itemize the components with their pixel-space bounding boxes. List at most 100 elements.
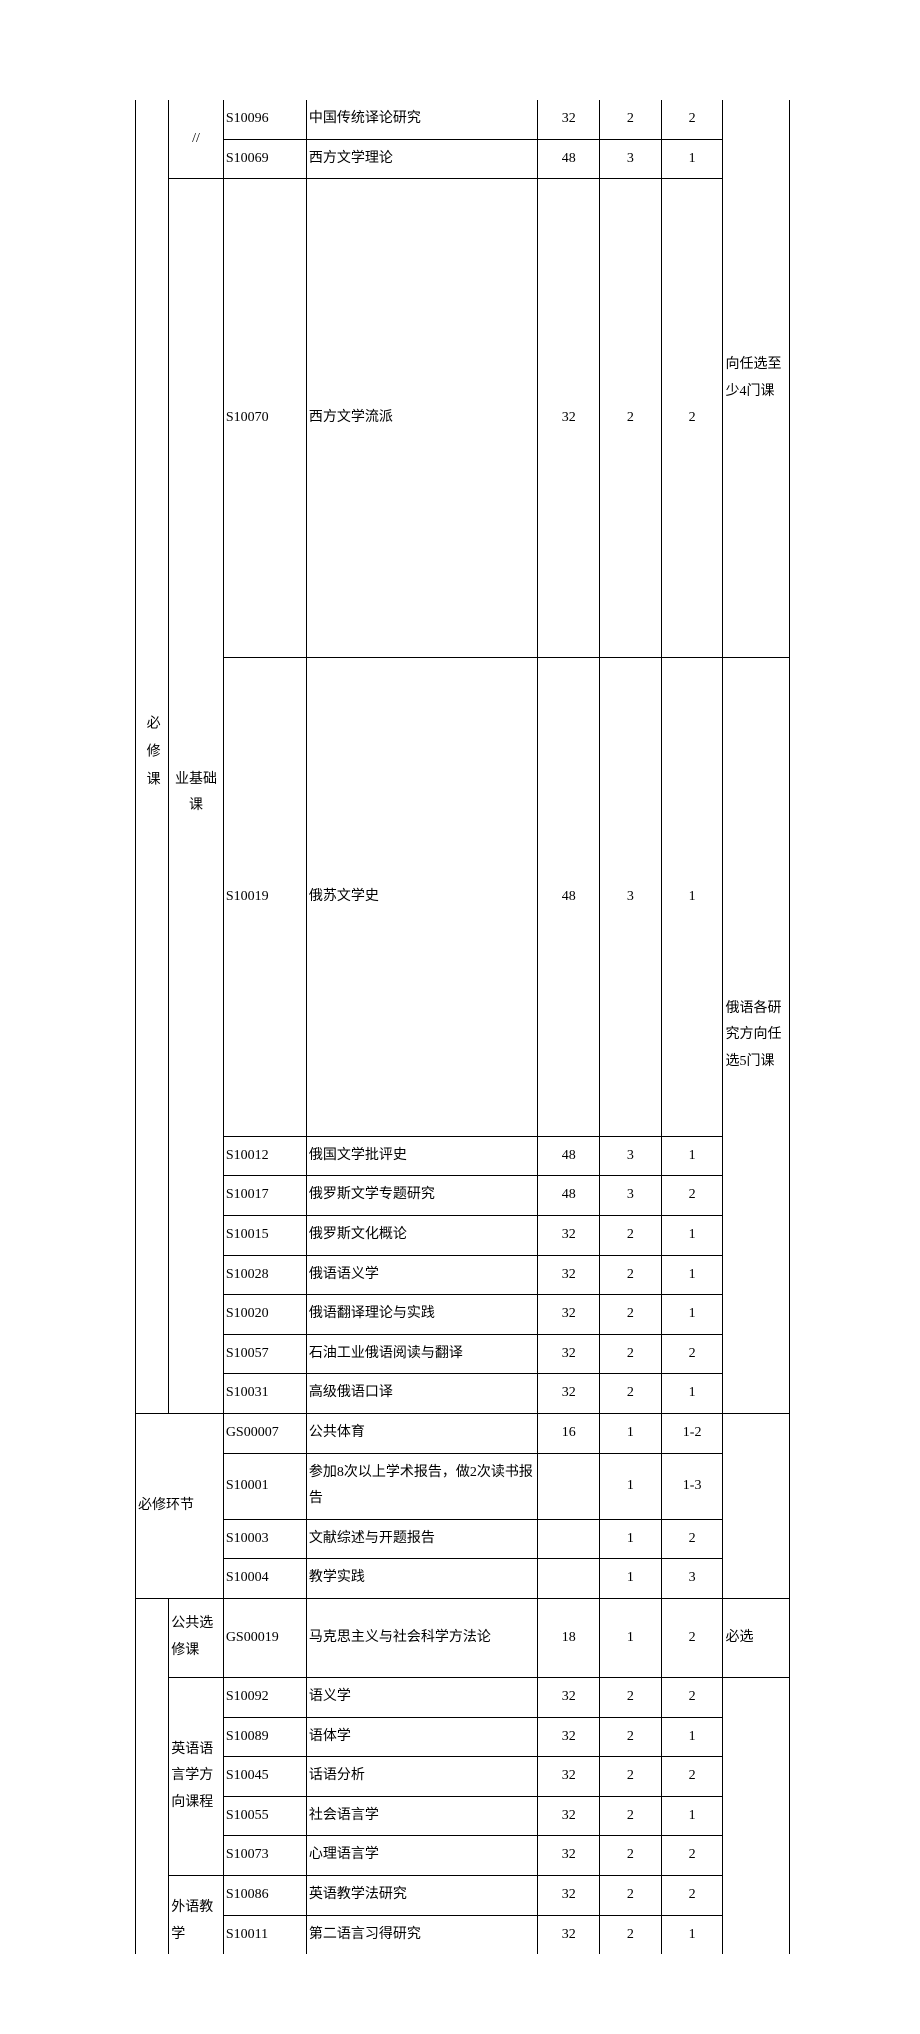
- course-name: 语体学: [306, 1717, 537, 1757]
- group-label: 必修课: [138, 106, 165, 1407]
- course-credits: 1: [600, 1559, 662, 1599]
- course-hours: [538, 1559, 600, 1599]
- course-credits: 2: [600, 1374, 662, 1414]
- course-code: GS00019: [223, 1598, 306, 1677]
- course-code: S10045: [223, 1757, 306, 1797]
- course-credits: 2: [600, 1717, 662, 1757]
- course-credits: 2: [600, 1334, 662, 1374]
- course-name: 教学实践: [306, 1559, 537, 1599]
- course-hours: 18: [538, 1598, 600, 1677]
- course-code: S10057: [223, 1334, 306, 1374]
- course-hours: 32: [538, 1334, 600, 1374]
- course-name: 参加8次以上学术报告，做2次读书报告: [306, 1453, 537, 1519]
- course-code: S10073: [223, 1836, 306, 1876]
- course-term: 1: [661, 1255, 723, 1295]
- course-credits: 2: [600, 1796, 662, 1836]
- course-name: 中国传统译论研究: [306, 100, 537, 139]
- course-code: S10031: [223, 1374, 306, 1414]
- course-hours: 32: [538, 1216, 600, 1256]
- note-must-select: 必选: [723, 1598, 790, 1677]
- course-term: 2: [661, 1875, 723, 1915]
- subgroup-public-elective: 公共选修课: [169, 1598, 224, 1677]
- course-term: 1: [661, 139, 723, 179]
- course-code: S10012: [223, 1136, 306, 1176]
- course-hours: [538, 1453, 600, 1519]
- course-hours: 32: [538, 100, 600, 139]
- note-blank: [723, 1677, 790, 1954]
- course-name: 话语分析: [306, 1757, 537, 1797]
- course-credits: 2: [600, 1255, 662, 1295]
- course-term: 2: [661, 1836, 723, 1876]
- course-name: 俄罗斯文化概论: [306, 1216, 537, 1256]
- course-name: 高级俄语口译: [306, 1374, 537, 1414]
- subgroup-basic: 业基础课: [169, 179, 224, 1414]
- course-term: 2: [661, 1757, 723, 1797]
- course-hours: 32: [538, 1796, 600, 1836]
- course-credits: 2: [600, 1677, 662, 1717]
- course-term: 2: [661, 100, 723, 139]
- course-term: 1-3: [661, 1453, 723, 1519]
- course-name: 马克思主义与社会科学方法论: [306, 1598, 537, 1677]
- course-code: S10086: [223, 1875, 306, 1915]
- course-code: S10096: [223, 100, 306, 139]
- course-credits: 2: [600, 1875, 662, 1915]
- course-term: 1: [661, 1136, 723, 1176]
- course-name: 公共体育: [306, 1414, 537, 1454]
- course-code: S10017: [223, 1176, 306, 1216]
- course-name: 西方文学理论: [306, 139, 537, 179]
- course-hours: 32: [538, 1757, 600, 1797]
- course-hours: 32: [538, 1255, 600, 1295]
- course-term: 2: [661, 1677, 723, 1717]
- course-hours: 48: [538, 1136, 600, 1176]
- course-code: S10015: [223, 1216, 306, 1256]
- course-name: 石油工业俄语阅读与翻译: [306, 1334, 537, 1374]
- course-code: S10092: [223, 1677, 306, 1717]
- course-hours: 32: [538, 1836, 600, 1876]
- course-credits: 1: [600, 1598, 662, 1677]
- course-name: 社会语言学: [306, 1796, 537, 1836]
- group-required-segment: 必修环节: [136, 1414, 224, 1599]
- course-name: 第二语言习得研究: [306, 1915, 537, 1954]
- subgroup-foreign-teaching: 外语教学: [169, 1875, 224, 1954]
- course-name: 俄苏文学史: [306, 658, 537, 1137]
- course-name: 心理语言学: [306, 1836, 537, 1876]
- course-term: 3: [661, 1559, 723, 1599]
- course-hours: 48: [538, 139, 600, 179]
- course-hours: 32: [538, 1915, 600, 1954]
- course-hours: 48: [538, 658, 600, 1137]
- course-code: S10003: [223, 1519, 306, 1559]
- course-term: 2: [661, 1519, 723, 1559]
- course-hours: 32: [538, 1374, 600, 1414]
- course-credits: 3: [600, 139, 662, 179]
- course-code: S10069: [223, 139, 306, 179]
- course-term: 1: [661, 658, 723, 1137]
- course-code: GS00007: [223, 1414, 306, 1454]
- course-name: 俄语语义学: [306, 1255, 537, 1295]
- course-credits: 3: [600, 1136, 662, 1176]
- course-name: 俄罗斯文学专题研究: [306, 1176, 537, 1216]
- course-credits: 2: [600, 1836, 662, 1876]
- course-code: S10055: [223, 1796, 306, 1836]
- course-term: 2: [661, 1598, 723, 1677]
- curriculum-table: 必修课 // S10096 中国传统译论研究 32 2 2 向任选至少4门课 S…: [135, 100, 790, 1954]
- course-term: 2: [661, 1176, 723, 1216]
- course-credits: 3: [600, 658, 662, 1137]
- course-term: 2: [661, 1334, 723, 1374]
- course-code: S10019: [223, 658, 306, 1137]
- course-hours: 32: [538, 1717, 600, 1757]
- course-term: 1-2: [661, 1414, 723, 1454]
- course-hours: 32: [538, 1677, 600, 1717]
- course-hours: 32: [538, 179, 600, 658]
- course-code: S10089: [223, 1717, 306, 1757]
- course-term: 2: [661, 179, 723, 658]
- course-code: S10001: [223, 1453, 306, 1519]
- course-name: 西方文学流派: [306, 179, 537, 658]
- course-credits: 1: [600, 1453, 662, 1519]
- subgroup-english-linguistics: 英语语言学方向课程: [169, 1677, 224, 1875]
- course-name: 俄国文学批评史: [306, 1136, 537, 1176]
- course-term: 1: [661, 1915, 723, 1954]
- course-credits: 2: [600, 1757, 662, 1797]
- course-hours: [538, 1519, 600, 1559]
- course-term: 1: [661, 1796, 723, 1836]
- course-credits: 2: [600, 100, 662, 139]
